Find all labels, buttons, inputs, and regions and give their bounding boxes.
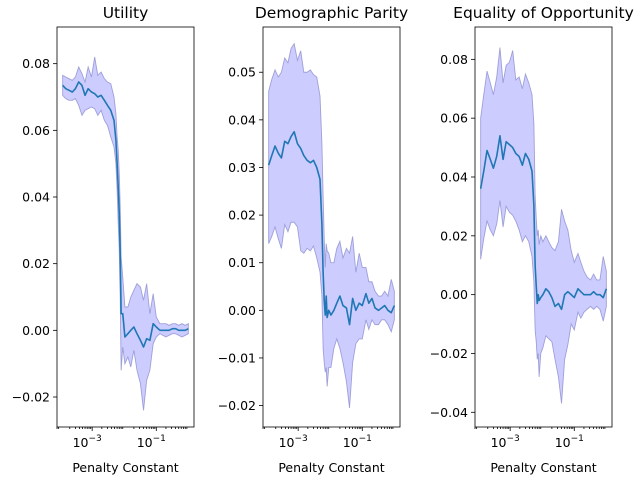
y-tick-label: 0.02 (440, 228, 468, 243)
confidence-band-2 (268, 42, 395, 409)
chart-title-2: Demographic Parity (255, 4, 408, 22)
y-tick-label: 0.06 (440, 111, 468, 126)
chart-title-1: Utility (103, 4, 149, 22)
axes-frame-1 (56, 26, 195, 428)
x-tick-label: 10−3 (279, 434, 308, 450)
y-tick-label: 0.03 (228, 160, 256, 175)
confidence-band-3 (480, 47, 607, 404)
y-tick-label: 0.02 (22, 256, 50, 271)
x-tick-label: 10−3 (73, 434, 102, 450)
y-tick-label: 0.04 (228, 112, 256, 127)
mean-line-2 (267, 130, 396, 326)
y-tick-label: 0.08 (22, 56, 50, 71)
axes-frame-2 (262, 26, 401, 428)
mean-line-3 (479, 135, 608, 311)
axes-frame-3 (474, 26, 613, 428)
y-tick-label: 0.08 (440, 52, 468, 67)
confidence-band-1 (62, 56, 189, 411)
y-tick-label: −0.02 (218, 398, 256, 413)
chart-panel-2: −0.02 −0.01 0.00 0.01 0.02 0.03 0.04 0.05 10−3 10… (218, 4, 408, 475)
chart-title-3: Equality of Opportunity (453, 4, 634, 22)
y-tick-label: 0.05 (228, 65, 256, 80)
y-tick-label: 0.06 (22, 123, 50, 138)
y-tick-label: 0.04 (440, 170, 468, 185)
mean-line-1 (62, 81, 189, 348)
x-axis-label-3: Penalty Constant (490, 460, 596, 475)
y-tick-label: −0.04 (430, 405, 468, 420)
x-tick-label: 10−1 (555, 434, 584, 450)
y-tick-label: 0.00 (440, 287, 468, 302)
y-tick-label: 0.01 (228, 255, 256, 270)
y-tick-label: 0.04 (22, 190, 50, 205)
x-tick-label: 10−1 (137, 434, 166, 450)
x-tick-label: 10−3 (491, 434, 520, 450)
y-tick-label: −0.01 (218, 350, 256, 365)
y-tick-label: −0.02 (12, 390, 50, 405)
y-tick-label: 0.00 (228, 303, 256, 318)
chart-panel-1: −0.02 0.00 0.02 0.04 0.06 0.08 10−3 10−1 Utility… (12, 4, 195, 475)
x-axis-label-1: Penalty Constant (72, 460, 178, 475)
y-tick-label: −0.02 (430, 346, 468, 361)
x-axis-label-2: Penalty Constant (278, 460, 384, 475)
y-tick-label: 0.00 (22, 323, 50, 338)
chart-panel-3: −0.04 −0.02 0.00 0.02 0.04 0.06 0.08 10−3 10−1 Eq… (430, 4, 634, 475)
y-tick-label: 0.02 (228, 208, 256, 223)
x-tick-label: 10−1 (343, 434, 372, 450)
